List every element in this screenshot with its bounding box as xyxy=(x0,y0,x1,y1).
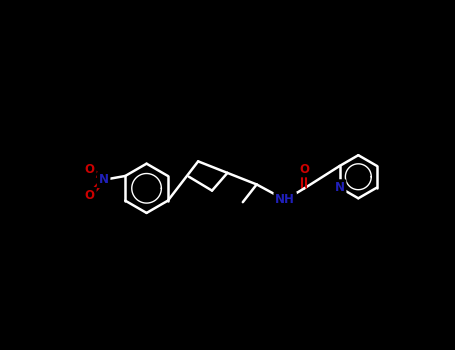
Text: O: O xyxy=(85,189,95,202)
Text: NH: NH xyxy=(275,193,295,206)
Text: N: N xyxy=(334,181,344,194)
Text: O: O xyxy=(299,162,309,176)
Text: O: O xyxy=(85,162,95,176)
Text: N: N xyxy=(99,173,109,186)
